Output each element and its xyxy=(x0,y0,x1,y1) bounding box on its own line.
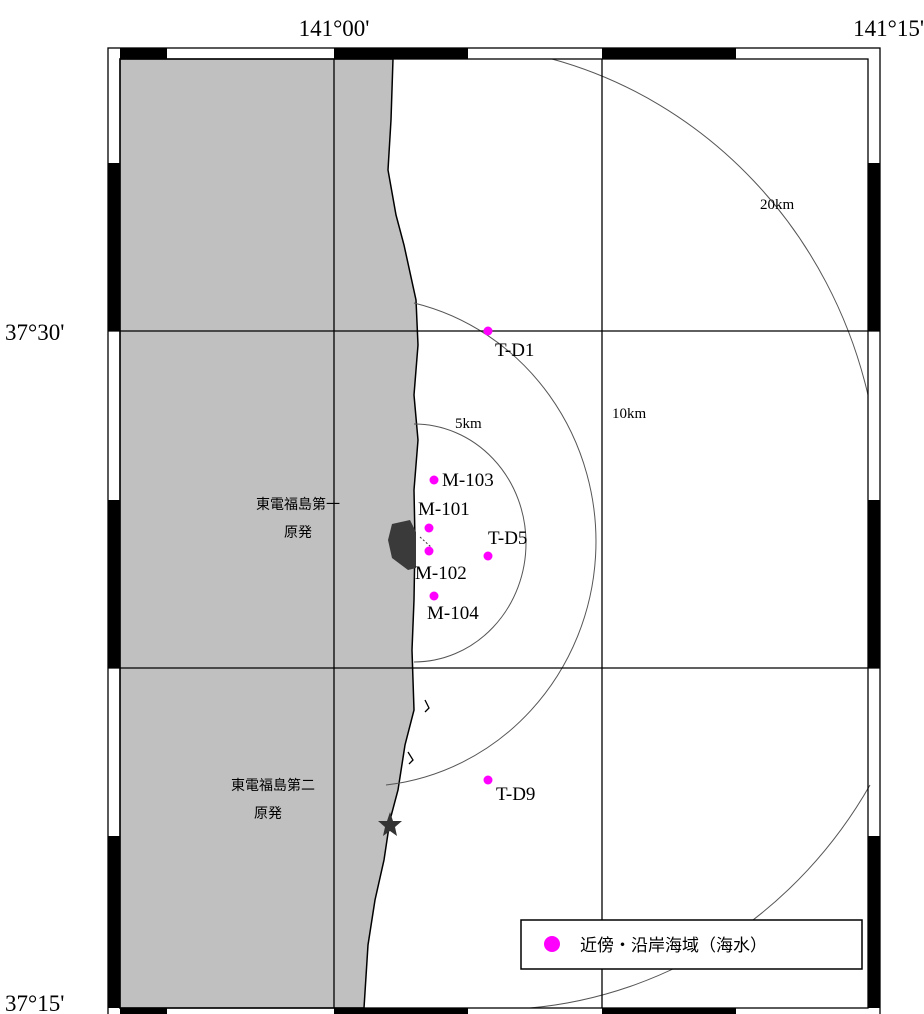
ring-20km-lower xyxy=(529,784,871,1009)
frame-bar xyxy=(868,500,880,668)
station-label-t-d1: T-D1 xyxy=(495,340,534,361)
daini-label-line2: 原発 xyxy=(254,806,282,822)
station-label-m-104: M-104 xyxy=(427,603,479,624)
station-label-m-102: M-102 xyxy=(415,563,467,584)
ring-10km-label: 10km xyxy=(612,406,647,422)
ring-20km-label: 20km xyxy=(760,197,795,213)
station-label-t-d9: T-D9 xyxy=(496,784,535,805)
lat-label-37-15: 37°15' xyxy=(5,991,64,1014)
station-label-m-103: M-103 xyxy=(442,470,494,491)
lon-label-141-00: 141°00' xyxy=(299,16,370,41)
station-marker-m-104 xyxy=(429,591,439,601)
frame-bar xyxy=(602,48,736,59)
islet xyxy=(424,699,430,713)
station-label-t-d5: T-D5 xyxy=(488,528,527,549)
station-marker-m-103 xyxy=(429,475,439,485)
frame-bar xyxy=(602,1008,736,1014)
frame-bar xyxy=(334,1008,468,1014)
daiichi-site-marker xyxy=(388,520,416,570)
station-marker-m-101 xyxy=(424,523,434,533)
land-area xyxy=(119,58,419,1009)
frame-bar xyxy=(108,836,120,1008)
frame-bar xyxy=(120,1008,167,1014)
frame-bar xyxy=(120,48,167,59)
station-label-m-101: M-101 xyxy=(418,499,470,520)
ring-5km xyxy=(413,423,527,663)
legend-label: 近傍・沿岸海域（海水） xyxy=(580,936,767,956)
daiichi-label-line1: 東電福島第一 xyxy=(256,496,340,513)
station-connector xyxy=(419,536,432,548)
legend: 近傍・沿岸海域（海水） xyxy=(520,919,863,970)
legend-marker-icon xyxy=(544,936,560,952)
frame-bar xyxy=(334,48,468,59)
ring-10km xyxy=(385,302,597,786)
daini-label-line1: 東電福島第二 xyxy=(231,777,315,794)
legend-box xyxy=(520,919,863,970)
ring-5km-label: 5km xyxy=(455,416,482,432)
frame-bar xyxy=(868,836,880,1008)
station-marker-t-d5 xyxy=(483,551,493,561)
islet xyxy=(407,751,414,765)
ring-20km xyxy=(394,58,869,396)
frame-bar xyxy=(108,163,120,331)
station-marker-m-102 xyxy=(424,546,434,556)
lat-label-37-30: 37°30' xyxy=(5,320,64,345)
station-marker-t-d1 xyxy=(483,326,493,336)
station-marker-t-d9 xyxy=(483,775,493,785)
daiichi-label-line2: 原発 xyxy=(284,525,312,541)
lon-label-141-15: 141°15' xyxy=(853,16,924,41)
frame-bar xyxy=(108,500,120,668)
daini-star-icon xyxy=(378,812,402,836)
frame-bar xyxy=(868,163,880,331)
